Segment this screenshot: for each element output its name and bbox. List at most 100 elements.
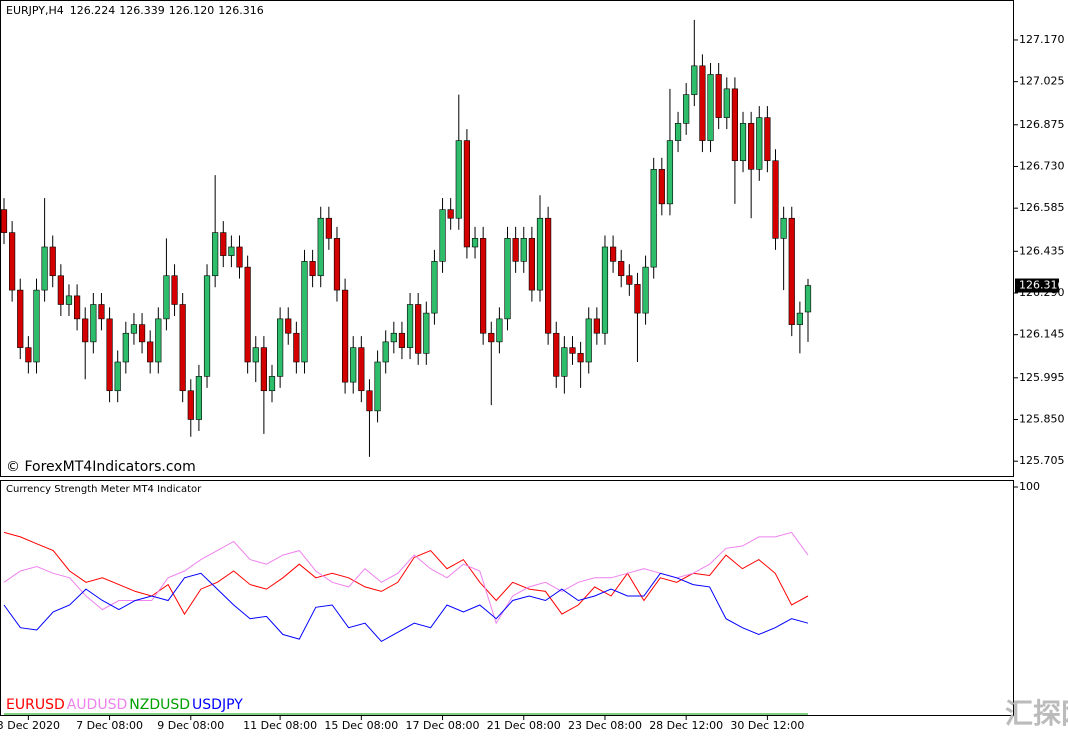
candle-body — [488, 332, 495, 343]
x-tick-label: 17 Dec 08:00 — [406, 719, 480, 732]
y-tick-label: 126.875 — [1019, 118, 1065, 131]
candle-body — [528, 238, 535, 291]
candle-body — [772, 160, 779, 239]
candle-body — [358, 347, 365, 392]
candle-body — [415, 304, 422, 354]
candle-body — [431, 261, 438, 314]
candle-body — [650, 169, 657, 268]
y-tick-label: 125.995 — [1019, 371, 1065, 384]
copyright: © ForexMT4Indicators.com — [6, 459, 196, 475]
series-line — [3, 531, 809, 625]
candle-body — [228, 246, 235, 256]
candle-body — [731, 88, 739, 162]
indicator-panel — [0, 480, 1014, 716]
y-tick-label: 126.730 — [1019, 159, 1065, 172]
price-box-bg — [1015, 278, 1059, 293]
y-tick-label: 100 — [1019, 480, 1040, 493]
candle-body — [796, 312, 803, 325]
candle-body — [601, 246, 609, 334]
x-tick-label: 21 Dec 08:00 — [487, 719, 561, 732]
candle-body — [748, 123, 755, 170]
candle-body — [382, 341, 389, 363]
candle-body — [683, 94, 690, 124]
legend-entry: EURUSD — [6, 697, 65, 713]
candle-body — [25, 347, 32, 363]
quote-value: 126.224 — [70, 4, 116, 17]
candle-body — [674, 123, 682, 141]
y-tick-label: 127.170 — [1019, 33, 1065, 46]
candle-body — [642, 266, 649, 314]
candle-body — [155, 318, 162, 363]
candle-body — [561, 347, 568, 377]
candle-body — [658, 169, 665, 205]
candle-body — [423, 312, 430, 354]
candle-body — [195, 376, 203, 420]
candle-body — [699, 65, 706, 141]
y-tick-label: 126.585 — [1019, 201, 1065, 214]
candle-body — [57, 275, 64, 305]
candle-body — [788, 217, 795, 325]
main-panel — [0, 0, 1014, 477]
x-tick-label: 30 Dec 12:00 — [730, 719, 804, 732]
candle-body — [439, 209, 446, 262]
candle-body — [463, 140, 471, 248]
candle-body — [480, 238, 487, 334]
x-tick-label: 3 Dec 2020 — [0, 719, 60, 732]
candle-body — [634, 284, 641, 314]
candle-body — [9, 232, 16, 291]
candle-body — [98, 304, 105, 320]
indicator-title: Currency Strength Meter MT4 Indicator — [6, 484, 202, 495]
candle-body — [203, 275, 211, 377]
legend-entry: AUDUSD — [67, 697, 128, 713]
candle-body — [122, 332, 129, 363]
y-tick-label: 127.025 — [1019, 75, 1065, 88]
candle-body — [739, 123, 747, 162]
candle-body — [325, 217, 332, 239]
quote-value: 126.316 — [218, 4, 264, 17]
candle-body — [536, 217, 544, 291]
legend-entry: NZDUSD — [129, 697, 190, 713]
candle-body — [406, 304, 414, 348]
candle-body — [179, 304, 186, 392]
candle-body — [65, 295, 73, 305]
candle-body — [398, 332, 406, 348]
candle-body — [82, 318, 89, 343]
candle-body — [309, 261, 316, 277]
watermark: 汇探网 — [1005, 697, 1068, 730]
candle-body — [447, 209, 454, 219]
candle-body — [138, 324, 146, 343]
y-tick-label: 126.145 — [1019, 328, 1065, 341]
candle-body — [756, 117, 763, 170]
candle-body — [390, 332, 397, 343]
candle-body — [666, 140, 674, 205]
x-tick-label: 7 Dec 08:00 — [76, 719, 143, 732]
current-price: 126.316 — [1019, 279, 1065, 292]
candle-body — [301, 261, 308, 363]
candle-body — [277, 318, 284, 377]
candle-body — [285, 318, 292, 334]
candle-body — [691, 65, 698, 95]
candle-body — [545, 217, 552, 334]
candle-body — [41, 246, 48, 291]
candle-body — [147, 341, 154, 363]
series-line — [3, 572, 809, 643]
x-tick-label: 9 Dec 08:00 — [157, 719, 224, 732]
candle-body — [350, 347, 357, 383]
candle-body — [593, 318, 600, 334]
candle-body — [17, 289, 24, 348]
candle-body — [496, 318, 503, 343]
candle-body — [130, 324, 138, 334]
candle-body — [723, 88, 730, 118]
candle-body — [585, 318, 592, 363]
candle-body — [90, 304, 97, 343]
y-tick-label: 125.850 — [1019, 412, 1065, 425]
candle-body — [244, 266, 251, 363]
candle-body — [106, 318, 113, 392]
candle-body — [187, 390, 194, 420]
price-plot — [0, 19, 812, 457]
candle-body — [512, 238, 519, 262]
candle-body — [707, 74, 714, 141]
x-tick-label: 23 Dec 08:00 — [568, 719, 642, 732]
